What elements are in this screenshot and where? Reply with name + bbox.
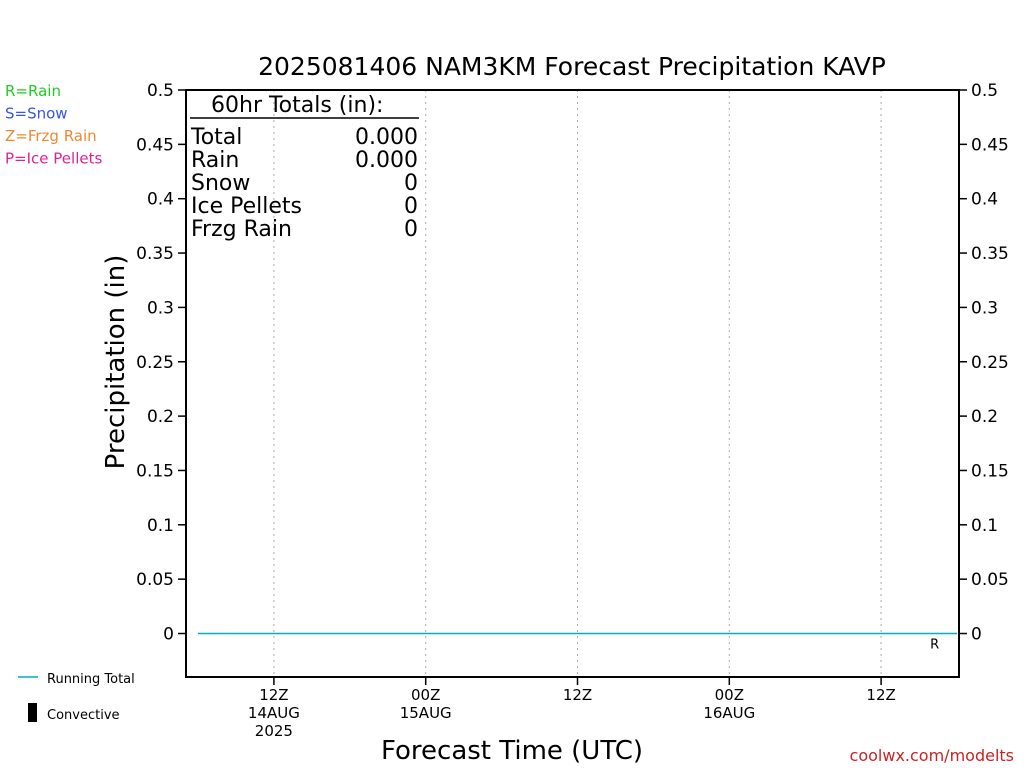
- y-tick-label: 0.05: [136, 570, 174, 590]
- y-tick-label-right: 0.25: [971, 353, 1009, 373]
- totals-row-label: Ice Pellets: [191, 194, 302, 219]
- y-tick-label: 0.3: [147, 298, 174, 318]
- totals-heading: 60hr Totals (in):: [211, 93, 383, 118]
- y-tick-label: 0: [163, 625, 174, 645]
- totals-row-label: Total: [190, 125, 242, 150]
- x-tick-label: 12Z: [563, 686, 592, 704]
- y-tick-label-right: 0.2: [971, 407, 998, 427]
- totals-row-label: Frzg Rain: [191, 217, 292, 242]
- y-tick-label: 0.5: [147, 81, 174, 101]
- totals-row-value: 0.000: [355, 125, 418, 150]
- y-tick-label-right: 0.4: [971, 190, 998, 210]
- x-tick-label: 00Z: [411, 686, 440, 704]
- y-tick-label: 0.15: [136, 461, 174, 481]
- y-tick-label-right: 0.3: [971, 298, 998, 318]
- x-axis-label: Forecast Time (UTC): [381, 736, 643, 766]
- type-legend-item: P=Ice Pellets: [5, 150, 102, 168]
- x-tick-label: 2025: [255, 722, 293, 740]
- totals-row-value: 0: [404, 194, 418, 219]
- y-tick-label: 0.25: [136, 353, 174, 373]
- plot-frame: [185, 89, 960, 678]
- totals-row-value: 0: [404, 217, 418, 242]
- chart-title: 2025081406 NAM3KM Forecast Precipitation…: [258, 52, 886, 81]
- totals-row-value: 0: [404, 171, 418, 196]
- y-axis-right: 0 0.05 0.1 0.15 0.2 0.25 0.3 0.35 0.4 0.45 0.5: [959, 81, 1009, 645]
- totals-row-value: 0.000: [355, 148, 418, 173]
- y-tick-label: 0.45: [136, 135, 174, 155]
- x-tick-label: 12Z: [866, 686, 895, 704]
- y-tick-label-right: 0.35: [971, 244, 1009, 264]
- y-tick-label: 0.35: [136, 244, 174, 264]
- y-tick-label-right: 0: [971, 625, 982, 645]
- type-legend-item: Z=Frzg Rain: [5, 127, 97, 145]
- grid-lines: [273, 90, 882, 677]
- totals-box: 60hr Totals (in): Total 0.000 Rain 0.000 Snow…: [190, 93, 419, 242]
- y-axis-left: 0 0.05 0.1 0.15 0.2 0.25 0.3 0.35 0.4 0.45 0.5: [136, 81, 186, 645]
- credit-text: coolwx.com/modelts: [850, 746, 1014, 765]
- x-tick-label: 00Z: [715, 686, 744, 704]
- running-total-legend-label: Running Total: [47, 672, 135, 687]
- x-tick-label: 14AUG: [248, 704, 300, 722]
- y-tick-label-right: 0.45: [971, 135, 1009, 155]
- y-tick-label: 0.4: [147, 190, 174, 210]
- x-tick-label: 16AUG: [703, 704, 755, 722]
- y-tick-label-right: 0.5: [971, 81, 998, 101]
- annotation-group: R: [930, 638, 939, 653]
- type-legend-item: S=Snow: [5, 105, 68, 123]
- rain-marker: R: [930, 638, 939, 653]
- y-tick-label: 0.2: [147, 407, 174, 427]
- type-legend-item: R=Rain: [5, 82, 61, 100]
- convective-legend-label: Convective: [47, 708, 120, 723]
- totals-row-label: Rain: [191, 148, 239, 173]
- series-legend: Running Total Convective: [18, 672, 135, 723]
- x-tick-label: 15AUG: [400, 704, 452, 722]
- convective-swatch: [28, 703, 37, 722]
- y-axis-label: Precipitation (in): [101, 255, 131, 470]
- y-tick-label-right: 0.15: [971, 461, 1009, 481]
- x-tick-label: 12Z: [259, 686, 288, 704]
- y-tick-label: 0.1: [147, 516, 174, 536]
- y-tick-label-right: 0.05: [971, 570, 1009, 590]
- y-tick-label-right: 0.1: [971, 516, 998, 536]
- precip-type-legend: R=Rain S=Snow Z=Frzg Rain P=Ice Pellets: [5, 82, 102, 168]
- totals-row-label: Snow: [191, 171, 250, 196]
